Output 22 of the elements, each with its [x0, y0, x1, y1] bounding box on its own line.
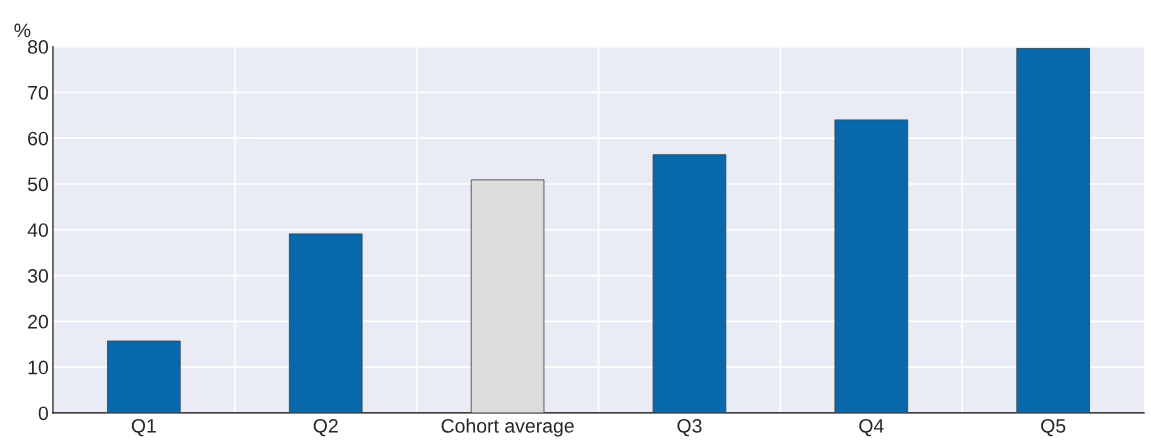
x-tick-label: Q1 [131, 418, 156, 437]
bar [107, 340, 181, 413]
y-tick-label: 70 [28, 85, 49, 100]
y-tick-label: 20 [28, 314, 49, 329]
y-axis-title: % [14, 23, 31, 38]
y-tick-label: 50 [27, 177, 49, 192]
y-tick-label: 60 [28, 131, 49, 146]
y-tick-label: 0 [38, 406, 49, 421]
x-tick-label: Q5 [1041, 418, 1066, 437]
y-tick-label: 30 [27, 269, 49, 283]
bar [1016, 48, 1090, 413]
y-tick-label: 80 [28, 40, 49, 54]
bar [652, 154, 727, 413]
bar [288, 233, 363, 413]
y-tick-label: 40 [27, 223, 49, 238]
y-tick-label: 10 [28, 360, 49, 375]
bar [470, 179, 545, 413]
x-tick-label: Q2 [313, 418, 338, 437]
x-tick-label: Q3 [677, 418, 702, 437]
bar [834, 119, 909, 413]
x-tick-label: Q4 [859, 418, 884, 437]
x-tick-label: Cohort average [441, 418, 574, 437]
